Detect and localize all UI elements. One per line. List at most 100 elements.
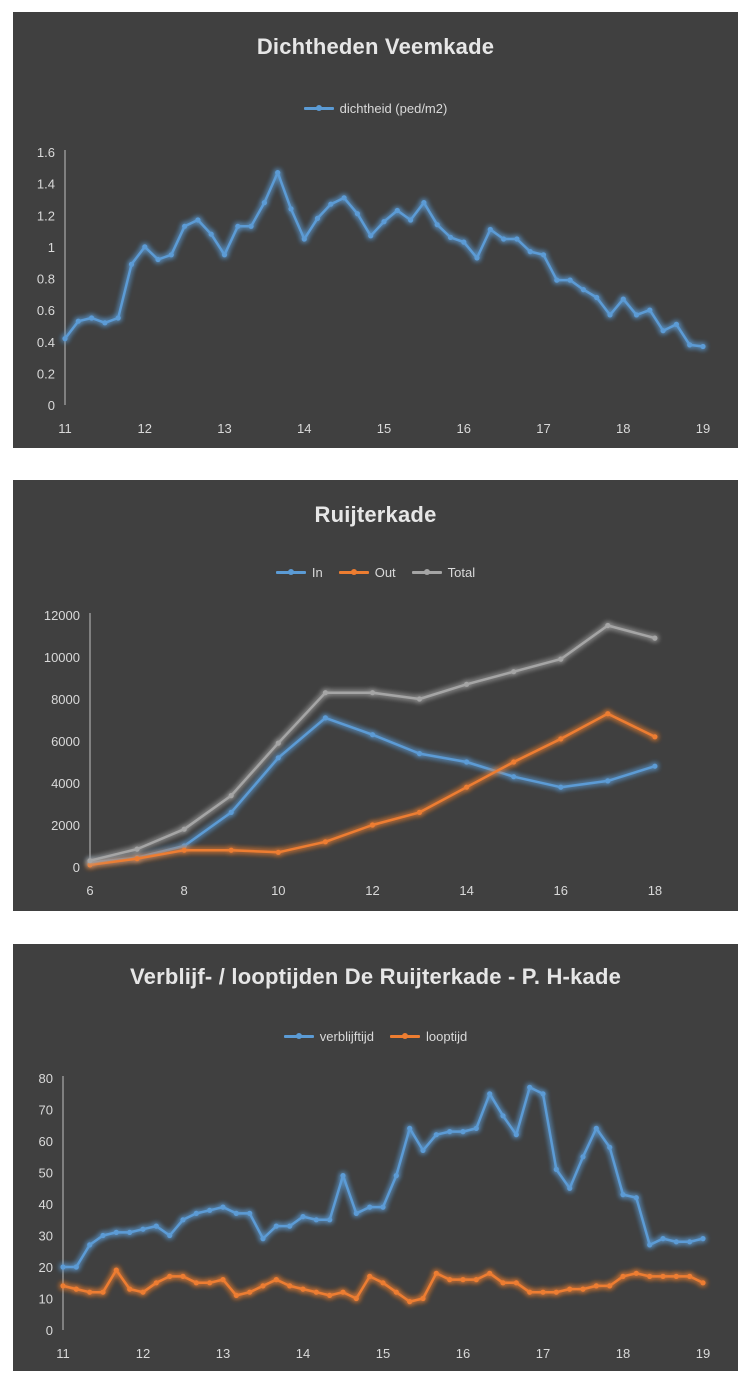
data-point: [567, 277, 573, 283]
legend-swatch: [275, 569, 306, 575]
data-point: [233, 1210, 239, 1216]
data-point: [381, 219, 387, 225]
x-tick-label: 10: [271, 883, 285, 898]
data-point: [558, 736, 564, 742]
data-point: [87, 862, 93, 868]
y-tick-label: 1.2: [37, 208, 55, 223]
data-point: [62, 336, 68, 342]
data-point: [207, 1207, 213, 1213]
data-point: [473, 1125, 479, 1131]
data-point: [353, 1295, 359, 1302]
data-point: [460, 1129, 466, 1135]
data-point: [633, 1195, 639, 1201]
data-point: [128, 261, 135, 267]
y-tick-label: 40: [39, 1197, 53, 1212]
data-point: [501, 236, 507, 242]
data-point: [593, 1283, 599, 1289]
x-tick-label: 17: [536, 1346, 550, 1361]
series-total: [87, 622, 658, 864]
x-tick-label: 6: [86, 883, 93, 898]
data-point: [464, 681, 470, 687]
x-tick-label: 11: [58, 421, 72, 436]
data-point: [407, 1299, 413, 1305]
data-point: [127, 1286, 133, 1292]
data-point: [220, 1204, 226, 1210]
data-point: [421, 200, 427, 206]
data-point: [180, 1217, 186, 1223]
y-tick-label: 10: [39, 1292, 53, 1307]
data-point: [416, 696, 423, 702]
data-point: [369, 822, 376, 828]
data-point: [473, 1277, 479, 1283]
data-point: [407, 1125, 413, 1131]
legend-item: dichtheid (ped/m2): [303, 101, 447, 116]
y-tick-label: 0.4: [37, 335, 55, 350]
data-point: [607, 1144, 613, 1150]
data-point: [673, 321, 680, 327]
data-point: [514, 236, 520, 242]
data-point: [660, 328, 666, 334]
x-tick-label: 19: [696, 1346, 710, 1361]
series-line: [63, 1086, 704, 1269]
data-point: [354, 211, 360, 217]
y-tick-label: 80: [39, 1071, 53, 1086]
data-point: [247, 1289, 253, 1295]
y-tick-label: 8000: [51, 692, 80, 707]
data-point: [322, 690, 328, 696]
data-point: [487, 1091, 493, 1097]
y-tick-label: 70: [39, 1103, 53, 1118]
data-point: [235, 223, 241, 229]
data-point: [134, 856, 140, 862]
data-point: [511, 774, 517, 780]
y-tick-label: 50: [39, 1166, 53, 1181]
chart-title: Verblijf- / looptijden De Ruijterkade - …: [129, 964, 622, 989]
data-point: [633, 1270, 639, 1276]
data-point: [228, 809, 234, 815]
data-point: [700, 1280, 706, 1286]
data-point: [301, 236, 307, 242]
y-tick-label: 12000: [44, 608, 80, 623]
x-tick-label: 17: [536, 421, 550, 436]
data-point: [554, 277, 560, 283]
x-tick-label: 14: [297, 421, 311, 436]
data-point: [580, 287, 587, 293]
data-point: [102, 320, 108, 326]
legend-label: Total: [447, 565, 476, 580]
data-point: [327, 1292, 333, 1298]
series-line: [62, 1268, 704, 1303]
chart-legend: dichtheid (ped/m2): [13, 98, 738, 116]
data-point: [500, 1113, 506, 1119]
legend-item: looptijd: [389, 1029, 467, 1044]
data-point: [393, 1289, 399, 1295]
data-point: [464, 759, 470, 765]
data-point: [647, 307, 653, 313]
data-point: [605, 778, 611, 784]
legend-swatch: [411, 569, 442, 575]
y-tick-label: 1.4: [37, 177, 55, 192]
data-point: [540, 1091, 546, 1097]
data-point: [153, 1280, 159, 1286]
data-point: [322, 839, 328, 845]
data-point: [181, 843, 187, 849]
y-tick-label: 0: [48, 398, 55, 413]
ruijterkade-line-chart: 0 2000 4000 6000 8000 10000 12000 6 8 10 12 14 16 18: [44, 608, 662, 898]
data-point: [353, 1210, 359, 1216]
data-point: [567, 1286, 573, 1292]
data-point: [511, 759, 517, 765]
series-out: [87, 711, 658, 868]
data-point: [416, 751, 423, 757]
data-point: [180, 1273, 186, 1279]
chart-panel-verblijftijden: Verblijf- / looptijden De Ruijterkade - …: [13, 944, 738, 1371]
legend-item: In: [275, 565, 323, 580]
data-point: [195, 217, 201, 223]
y-tick-label: 2000: [51, 818, 80, 833]
data-point: [594, 294, 600, 301]
chart-title: Dichtheden Veemkade: [256, 34, 495, 59]
data-point: [605, 622, 611, 629]
y-tick-label: 0.8: [37, 272, 55, 287]
data-point: [620, 296, 626, 302]
x-tick-label: 13: [217, 421, 231, 436]
data-point: [275, 849, 281, 855]
data-point: [367, 1204, 373, 1210]
data-point: [287, 1283, 293, 1289]
